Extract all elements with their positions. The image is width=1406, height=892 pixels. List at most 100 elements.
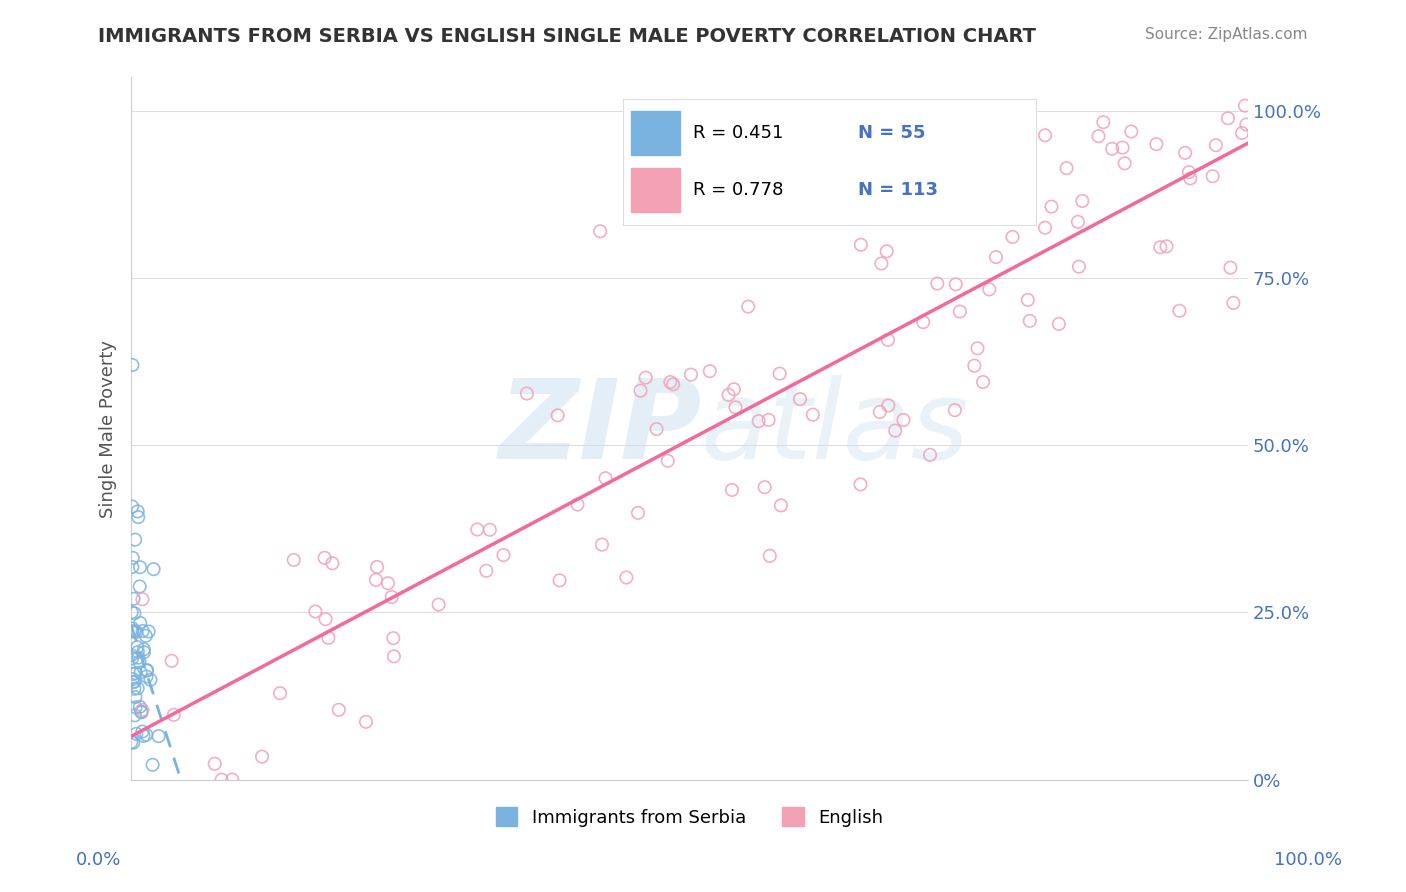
Point — [634, 370, 657, 384]
Point — [616, 570, 638, 584]
Point — [1168, 303, 1191, 318]
Point — [120, 735, 142, 749]
Point — [211, 772, 233, 787]
Point — [699, 364, 721, 378]
Point — [135, 728, 157, 742]
Point — [849, 237, 872, 252]
Text: 0.0%: 0.0% — [76, 851, 121, 869]
Point — [1121, 124, 1143, 138]
Point — [478, 523, 501, 537]
Point — [124, 681, 146, 696]
Point — [121, 358, 143, 372]
Point — [129, 615, 152, 630]
Point — [131, 706, 153, 720]
Point — [121, 560, 143, 574]
Point — [122, 591, 145, 606]
Point — [945, 277, 967, 292]
Point — [382, 649, 405, 664]
Point — [759, 549, 782, 563]
Point — [124, 674, 146, 689]
Point — [1067, 215, 1090, 229]
Point — [148, 729, 170, 743]
Point — [1201, 169, 1223, 184]
Point — [120, 648, 142, 663]
Point — [132, 642, 155, 657]
Point — [1001, 230, 1024, 244]
Point — [131, 703, 153, 717]
Text: IMMIGRANTS FROM SERBIA VS ENGLISH SINGLE MALE POVERTY CORRELATION CHART: IMMIGRANTS FROM SERBIA VS ENGLISH SINGLE… — [98, 27, 1036, 45]
Point — [943, 403, 966, 417]
Point — [121, 605, 143, 619]
Point — [547, 409, 569, 423]
Point — [135, 669, 157, 683]
Point — [124, 708, 146, 723]
Point — [877, 333, 900, 347]
Point — [927, 277, 949, 291]
Point — [789, 392, 811, 406]
Point — [970, 140, 993, 154]
Point — [122, 667, 145, 681]
Point — [870, 256, 893, 270]
Point — [1174, 145, 1197, 160]
Point — [250, 749, 273, 764]
Legend: Immigrants from Serbia, English: Immigrants from Serbia, English — [488, 800, 890, 834]
Point — [121, 651, 143, 665]
Point — [475, 564, 498, 578]
Point — [283, 553, 305, 567]
Point — [128, 699, 150, 714]
Point — [124, 533, 146, 547]
Point — [124, 700, 146, 714]
Point — [1233, 98, 1256, 112]
Point — [595, 471, 617, 485]
Point — [1056, 161, 1078, 175]
Point — [849, 477, 872, 491]
Point — [918, 448, 941, 462]
Point — [1216, 112, 1239, 126]
Point — [1101, 142, 1123, 156]
Point — [127, 640, 149, 655]
Point — [1033, 128, 1056, 143]
Point — [142, 757, 165, 772]
Point — [382, 631, 405, 645]
Point — [129, 705, 152, 719]
Point — [1111, 140, 1133, 154]
Point — [122, 675, 145, 690]
Point — [748, 414, 770, 428]
Point — [121, 672, 143, 686]
Point — [124, 690, 146, 704]
Point — [128, 579, 150, 593]
Point — [737, 300, 759, 314]
Point — [630, 384, 652, 398]
Point — [754, 480, 776, 494]
Point — [1092, 115, 1115, 129]
Point — [427, 598, 450, 612]
Point — [516, 386, 538, 401]
Point — [1067, 260, 1090, 274]
Point — [163, 707, 186, 722]
Point — [138, 624, 160, 639]
Point — [366, 560, 388, 574]
Point — [127, 650, 149, 665]
Point — [328, 703, 350, 717]
Point — [304, 604, 326, 618]
Point — [354, 714, 377, 729]
Point — [548, 574, 571, 588]
Point — [589, 224, 612, 238]
Point — [142, 562, 165, 576]
Point — [963, 359, 986, 373]
Point — [121, 624, 143, 639]
Point — [1144, 137, 1167, 152]
Point — [1234, 118, 1257, 132]
Point — [131, 624, 153, 638]
Point — [121, 622, 143, 636]
Point — [381, 590, 404, 604]
Point — [132, 645, 155, 659]
Point — [204, 756, 226, 771]
Point — [659, 375, 682, 389]
Text: atlas: atlas — [700, 375, 969, 482]
Point — [893, 413, 915, 427]
Point — [127, 504, 149, 518]
Text: 100.0%: 100.0% — [1274, 851, 1341, 869]
Y-axis label: Single Male Poverty: Single Male Poverty — [100, 340, 117, 517]
Point — [1018, 314, 1040, 328]
